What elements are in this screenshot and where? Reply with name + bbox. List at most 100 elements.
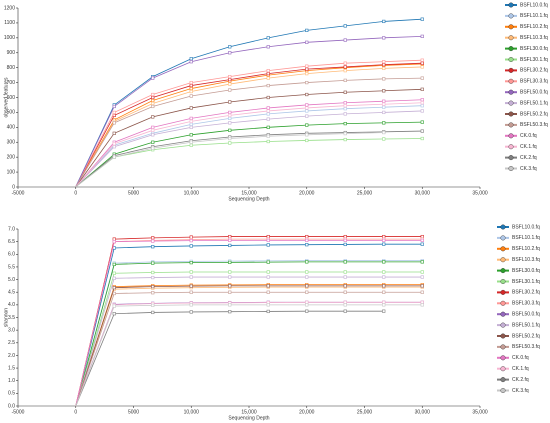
point (228, 243, 232, 248)
point (112, 121, 116, 125)
legend-label: BSFL50.1.fq (512, 322, 540, 328)
point (151, 140, 155, 144)
point (112, 104, 116, 109)
y-axis-label: shannon (3, 308, 9, 327)
series-line (75, 18, 423, 188)
point (305, 309, 309, 313)
point (189, 125, 193, 129)
series-line (75, 284, 423, 407)
point (305, 234, 309, 239)
x-tick-label: 20,000 (299, 190, 315, 196)
point (305, 109, 309, 113)
legend-marker (500, 388, 506, 394)
point (305, 238, 309, 242)
point (382, 275, 386, 279)
legend-label: BSFL50.1.fq (520, 100, 548, 106)
point (228, 128, 232, 132)
legend-label: BSFL30.1.fq (520, 57, 548, 63)
point (228, 238, 232, 242)
point (305, 300, 309, 304)
point (151, 310, 155, 315)
legend-marker (500, 344, 506, 350)
point (266, 69, 270, 73)
point (189, 235, 193, 239)
y-tick-label: 0.0 (8, 403, 15, 409)
point (343, 131, 347, 136)
point (382, 290, 386, 294)
point (189, 80, 193, 85)
series-line (75, 62, 423, 188)
point (266, 309, 270, 314)
legend-label: BSFL10.0.fq (520, 2, 548, 8)
point (228, 75, 232, 79)
point (266, 243, 270, 247)
series-line (75, 102, 423, 188)
point (151, 128, 155, 132)
x-tick-label: 10,000 (184, 409, 200, 415)
x-tick-label: 20,000 (299, 409, 315, 415)
point (382, 137, 386, 141)
point (305, 67, 309, 71)
point (343, 38, 347, 42)
y-tick-label: 100 (7, 169, 16, 175)
legend-label: CK.1.fq (512, 366, 529, 372)
y-tick-label: 5.0 (8, 277, 15, 283)
point (343, 24, 347, 28)
y-tick-label: 2.0 (8, 353, 15, 359)
point (343, 101, 347, 105)
point (420, 61, 424, 65)
point (266, 303, 270, 307)
point (151, 303, 155, 307)
point (343, 112, 347, 116)
legend-label: CK.0.fq (512, 355, 529, 361)
point (112, 237, 116, 241)
point (151, 245, 155, 249)
y-tick-label: 300 (7, 140, 16, 146)
legend-marker (500, 333, 506, 339)
legend-marker (500, 289, 506, 295)
point (382, 238, 386, 242)
legend-marker (500, 300, 506, 306)
legend-label: BSFL10.1.fq (512, 235, 540, 241)
y-tick-label: 1000 (4, 35, 15, 41)
y-tick-label: 200 (7, 154, 16, 160)
series-line (75, 121, 423, 188)
point (151, 275, 155, 280)
legend-label: BSFL50.0.fq (512, 312, 540, 318)
point (228, 82, 232, 86)
point (266, 234, 270, 239)
legend-label: BSFL50.2.fq (512, 333, 540, 339)
point (305, 114, 309, 118)
legend-label: BSFL50.3.fq (520, 122, 548, 128)
point (266, 139, 270, 144)
point (189, 143, 193, 147)
point (151, 133, 155, 137)
point (112, 271, 116, 275)
point (266, 95, 270, 100)
point (382, 105, 386, 109)
legend-marker (508, 67, 514, 73)
x-tick-label: 35,000 (472, 190, 488, 196)
point (266, 109, 270, 113)
point (228, 78, 232, 82)
point (266, 83, 270, 88)
point (305, 40, 309, 44)
point (189, 133, 193, 137)
point (420, 104, 424, 108)
legend-label: BSFL10.3.fq (520, 35, 548, 41)
series-line (75, 301, 423, 407)
point (228, 234, 232, 239)
point (151, 146, 155, 150)
point (151, 104, 155, 109)
legend-marker (508, 13, 514, 19)
legend-marker (508, 46, 514, 52)
legend-label: CK.2.fq (512, 377, 529, 383)
point (420, 87, 424, 91)
point (420, 275, 424, 279)
point (420, 76, 424, 80)
point (228, 110, 232, 115)
point (151, 291, 155, 295)
point (420, 17, 424, 21)
point (343, 90, 347, 94)
legend-marker (508, 144, 514, 150)
